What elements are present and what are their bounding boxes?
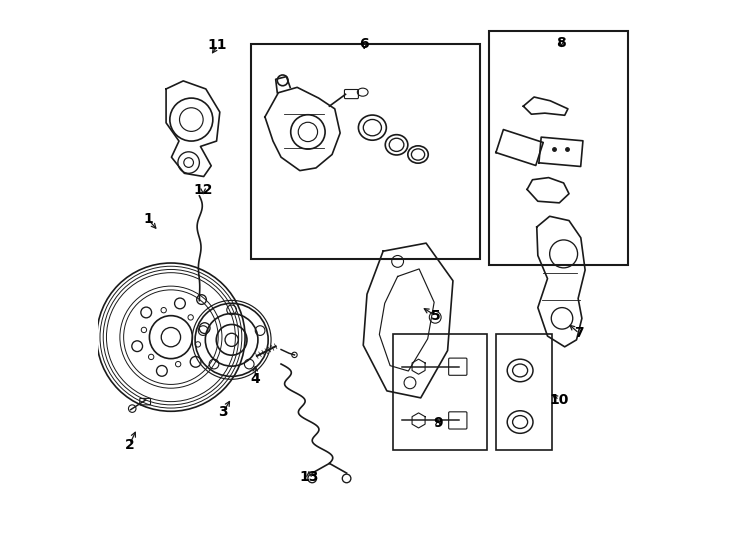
Bar	[252, 44, 480, 259]
Text: 4: 4	[250, 372, 260, 386]
Text: 7: 7	[575, 326, 584, 340]
Bar	[393, 334, 487, 450]
Text: 10: 10	[550, 393, 569, 407]
Text: 6: 6	[360, 37, 369, 51]
Text: 9: 9	[433, 416, 443, 430]
Bar	[490, 31, 628, 265]
Text: 3: 3	[218, 406, 228, 420]
Text: 8: 8	[556, 36, 567, 50]
Text: 2: 2	[125, 437, 134, 451]
Text: 13: 13	[299, 470, 319, 484]
Text: 1: 1	[143, 212, 153, 226]
Text: 5: 5	[431, 309, 440, 323]
Text: 11: 11	[208, 38, 228, 52]
Bar	[496, 334, 553, 450]
Text: 12: 12	[193, 184, 213, 198]
